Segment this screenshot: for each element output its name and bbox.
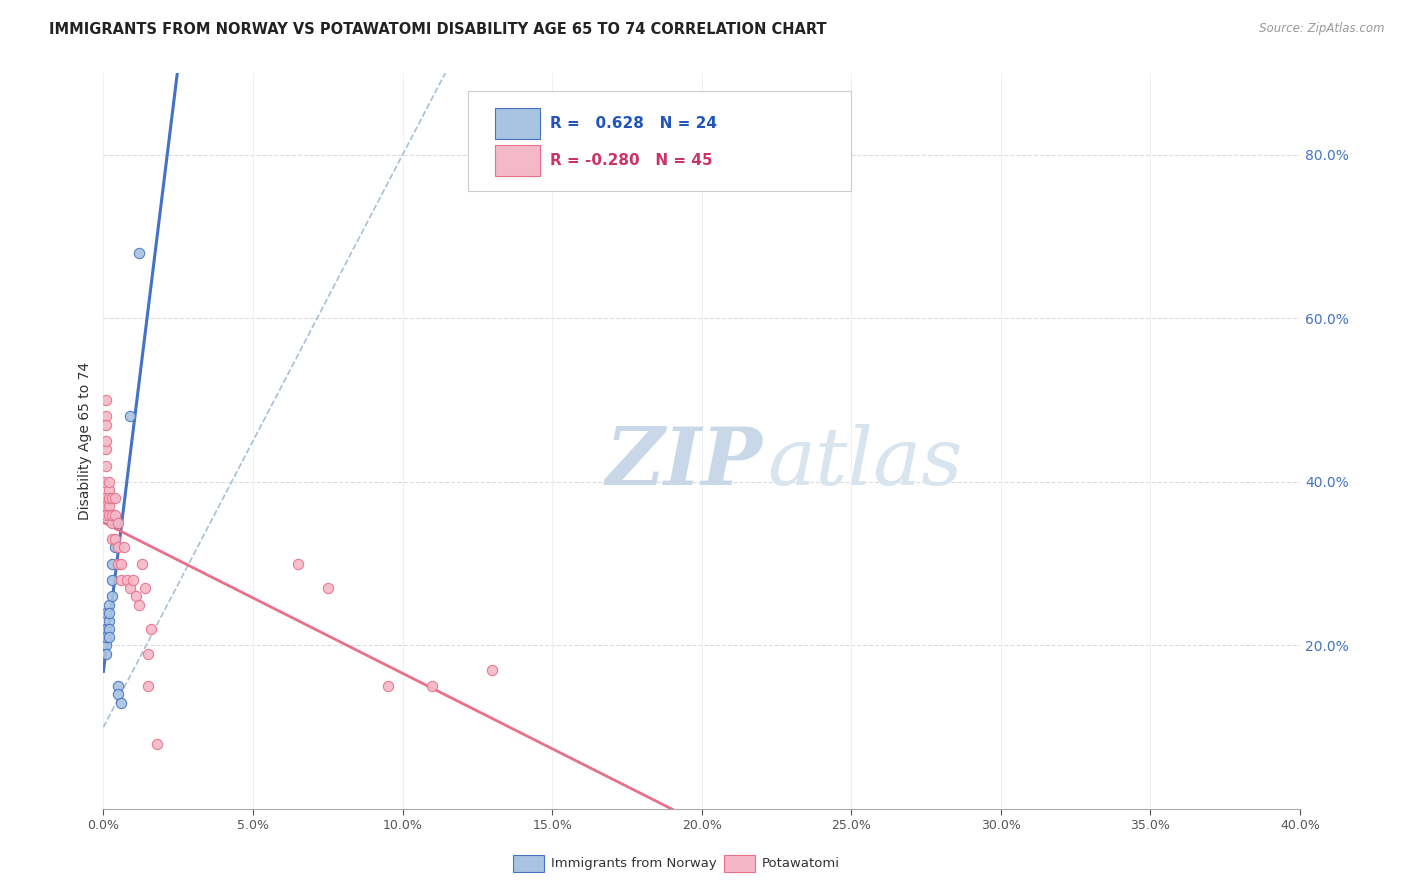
Point	[98, 483, 121, 497]
Point	[125, 590, 148, 604]
Point	[104, 532, 127, 546]
Point	[104, 541, 127, 555]
Point	[96, 409, 118, 424]
Point	[112, 541, 135, 555]
Point	[287, 557, 309, 571]
Point	[120, 581, 142, 595]
Point	[101, 508, 124, 522]
Point	[96, 630, 118, 644]
Point	[101, 491, 124, 506]
Point	[96, 622, 118, 636]
Point	[96, 606, 118, 620]
Point	[101, 573, 124, 587]
Point	[141, 622, 163, 636]
Point	[110, 573, 132, 587]
Point	[93, 491, 115, 506]
Text: R = -0.280   N = 45: R = -0.280 N = 45	[550, 153, 713, 168]
Point	[136, 647, 159, 661]
Point	[122, 573, 145, 587]
Point	[104, 491, 127, 506]
Point	[93, 475, 115, 489]
Point	[101, 590, 124, 604]
Point	[110, 696, 132, 710]
Point	[101, 557, 124, 571]
FancyBboxPatch shape	[495, 145, 540, 176]
Point	[128, 598, 150, 612]
Point	[98, 491, 121, 506]
Point	[104, 516, 127, 530]
Point	[134, 581, 156, 595]
FancyBboxPatch shape	[468, 91, 851, 191]
Point	[377, 679, 399, 693]
Point	[131, 557, 153, 571]
Point	[107, 516, 129, 530]
Point	[107, 679, 129, 693]
Point	[107, 541, 129, 555]
Point	[96, 630, 118, 644]
Point	[96, 647, 118, 661]
Point	[146, 737, 169, 751]
FancyBboxPatch shape	[495, 108, 540, 139]
Point	[120, 409, 142, 424]
Y-axis label: Disability Age 65 to 74: Disability Age 65 to 74	[79, 362, 93, 520]
Point	[107, 688, 129, 702]
Point	[98, 598, 121, 612]
Point	[101, 516, 124, 530]
Point	[96, 417, 118, 432]
Point	[96, 393, 118, 408]
Point	[98, 622, 121, 636]
Point	[422, 679, 444, 693]
Point	[96, 622, 118, 636]
Text: IMMIGRANTS FROM NORWAY VS POTAWATOMI DISABILITY AGE 65 TO 74 CORRELATION CHART: IMMIGRANTS FROM NORWAY VS POTAWATOMI DIS…	[49, 22, 827, 37]
Text: R =   0.628   N = 24: R = 0.628 N = 24	[550, 116, 717, 131]
Point	[93, 500, 115, 514]
Text: atlas: atlas	[768, 425, 963, 502]
Point	[93, 639, 115, 653]
Point	[98, 475, 121, 489]
Point	[98, 630, 121, 644]
Point	[96, 500, 118, 514]
Point	[98, 614, 121, 628]
Point	[136, 679, 159, 693]
Point	[128, 246, 150, 260]
Point	[117, 573, 139, 587]
Point	[481, 663, 503, 677]
Text: Potawatomi: Potawatomi	[762, 857, 839, 870]
Text: Source: ZipAtlas.com: Source: ZipAtlas.com	[1260, 22, 1385, 36]
Point	[107, 557, 129, 571]
Text: Immigrants from Norway: Immigrants from Norway	[551, 857, 717, 870]
Point	[110, 557, 132, 571]
Point	[96, 458, 118, 473]
Point	[98, 508, 121, 522]
Point	[96, 508, 118, 522]
Point	[96, 442, 118, 457]
Point	[316, 581, 339, 595]
Point	[98, 500, 121, 514]
Point	[96, 639, 118, 653]
Point	[96, 434, 118, 448]
Text: ZIP: ZIP	[606, 425, 763, 502]
Point	[101, 532, 124, 546]
Point	[93, 630, 115, 644]
Point	[104, 508, 127, 522]
Point	[98, 606, 121, 620]
